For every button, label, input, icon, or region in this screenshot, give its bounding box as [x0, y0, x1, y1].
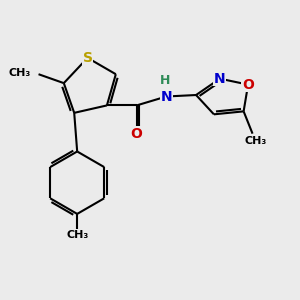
Text: CH₃: CH₃ [244, 136, 267, 146]
Text: N: N [160, 89, 172, 103]
Text: O: O [131, 127, 142, 141]
Text: CH₃: CH₃ [66, 230, 88, 240]
Text: S: S [82, 51, 93, 65]
Text: N: N [214, 72, 226, 86]
Text: CH₃: CH₃ [9, 68, 31, 78]
Text: H: H [160, 74, 170, 87]
Text: O: O [242, 78, 254, 92]
